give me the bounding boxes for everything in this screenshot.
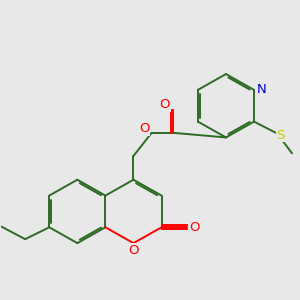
Text: S: S [276, 129, 285, 142]
Text: O: O [139, 122, 150, 135]
Text: N: N [256, 83, 266, 96]
Text: O: O [128, 244, 139, 257]
Text: O: O [160, 98, 170, 111]
Text: O: O [189, 221, 200, 234]
